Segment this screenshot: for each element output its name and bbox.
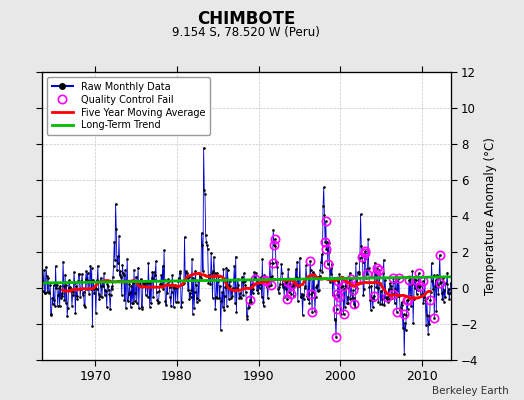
Text: 9.154 S, 78.520 W (Peru): 9.154 S, 78.520 W (Peru) [172,26,320,39]
Text: Berkeley Earth: Berkeley Earth [432,386,508,396]
Text: CHIMBOTE: CHIMBOTE [197,10,296,28]
Y-axis label: Temperature Anomaly (°C): Temperature Anomaly (°C) [484,137,497,295]
Legend: Raw Monthly Data, Quality Control Fail, Five Year Moving Average, Long-Term Tren: Raw Monthly Data, Quality Control Fail, … [47,77,210,135]
